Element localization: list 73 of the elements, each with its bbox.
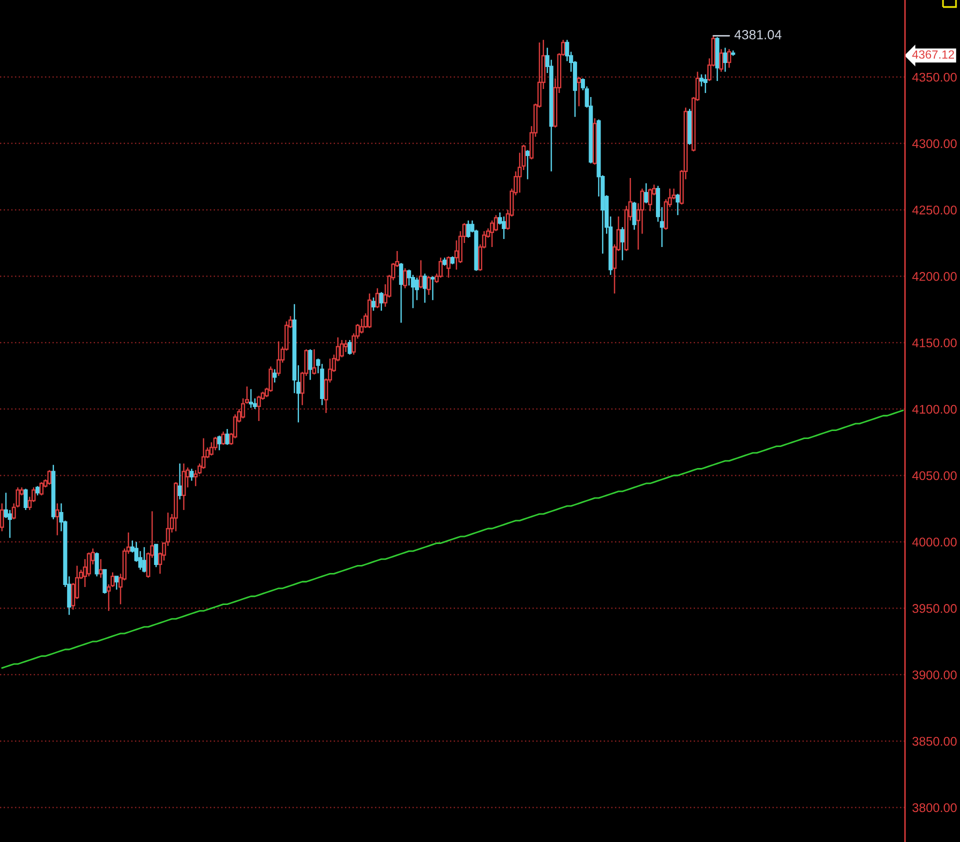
line-series [1, 410, 904, 669]
candlestick [715, 36, 720, 82]
candlestick [426, 276, 431, 296]
candlestick [217, 434, 222, 451]
candlestick [727, 48, 732, 68]
candlestick [312, 348, 316, 376]
y-tick-label: 4000.00 [912, 538, 957, 547]
y-tick-label: 3800.00 [912, 803, 957, 812]
candlestick [430, 276, 435, 301]
candlestick [379, 292, 384, 312]
candlestick [526, 149, 530, 180]
annotation: 4381.04 [734, 30, 782, 40]
candlestick [632, 201, 636, 230]
candlestick [422, 272, 427, 304]
candlestick [644, 182, 648, 204]
candlestick [703, 74, 708, 94]
candlestick [256, 395, 261, 422]
candlestick [648, 188, 652, 212]
candlestick [174, 481, 178, 532]
y-tick-label: 3900.00 [912, 670, 957, 680]
candlestick [221, 431, 226, 446]
candlestick [466, 220, 470, 238]
candlestick [371, 296, 376, 312]
candlestick [102, 569, 107, 594]
y-tick-label: 3850.00 [912, 736, 957, 746]
candlestick [55, 502, 60, 536]
candlestick [24, 488, 28, 511]
candlestick [276, 340, 281, 376]
y-tick-label: 4150.00 [912, 338, 957, 348]
candlestick [403, 268, 408, 289]
candlestick [308, 348, 312, 380]
candlestick [39, 481, 44, 496]
candlestick [340, 339, 344, 358]
y-tick-label: 4300.00 [912, 139, 957, 148]
candlestick [51, 464, 56, 520]
y-tick-label: 4250.00 [912, 206, 957, 214]
candlestick [442, 257, 447, 266]
candlestick [676, 193, 680, 216]
candlestick [47, 470, 52, 486]
candlestick [0, 502, 4, 532]
candlestick [94, 552, 99, 578]
candlestick [178, 462, 182, 500]
candlestick [375, 288, 380, 309]
candlestick [248, 388, 253, 408]
candlestick [450, 256, 455, 265]
y-tick-label: 4050.00 [912, 471, 957, 480]
candlestick [272, 368, 277, 384]
candlestick [592, 118, 597, 166]
candlestick [418, 260, 423, 289]
candlestick [723, 47, 728, 72]
candlestick [154, 544, 158, 568]
candlestick [114, 576, 119, 590]
candlestick [190, 468, 194, 482]
candlestick [182, 462, 186, 511]
candlestick [348, 339, 352, 356]
candlestick [731, 50, 736, 56]
candlestick [98, 558, 103, 578]
y-tick-label: 4200.00 [912, 272, 957, 281]
candlestick [576, 76, 582, 107]
candlestick [399, 262, 404, 324]
candlestick [688, 108, 692, 146]
candlestick [719, 48, 724, 72]
candlestick [225, 428, 230, 446]
candlestick [446, 256, 451, 278]
candlestick [35, 485, 40, 496]
y-tick-label: 3950.00 [912, 604, 957, 613]
y-tick-label: 4350.00 [912, 72, 957, 82]
candlestick [620, 226, 624, 261]
y-tick-label: 4100.00 [912, 404, 957, 414]
candlestick [502, 216, 506, 240]
candlestick [367, 292, 372, 329]
y-tick-label: 4367.12 [912, 50, 954, 59]
candlestick [142, 546, 146, 574]
